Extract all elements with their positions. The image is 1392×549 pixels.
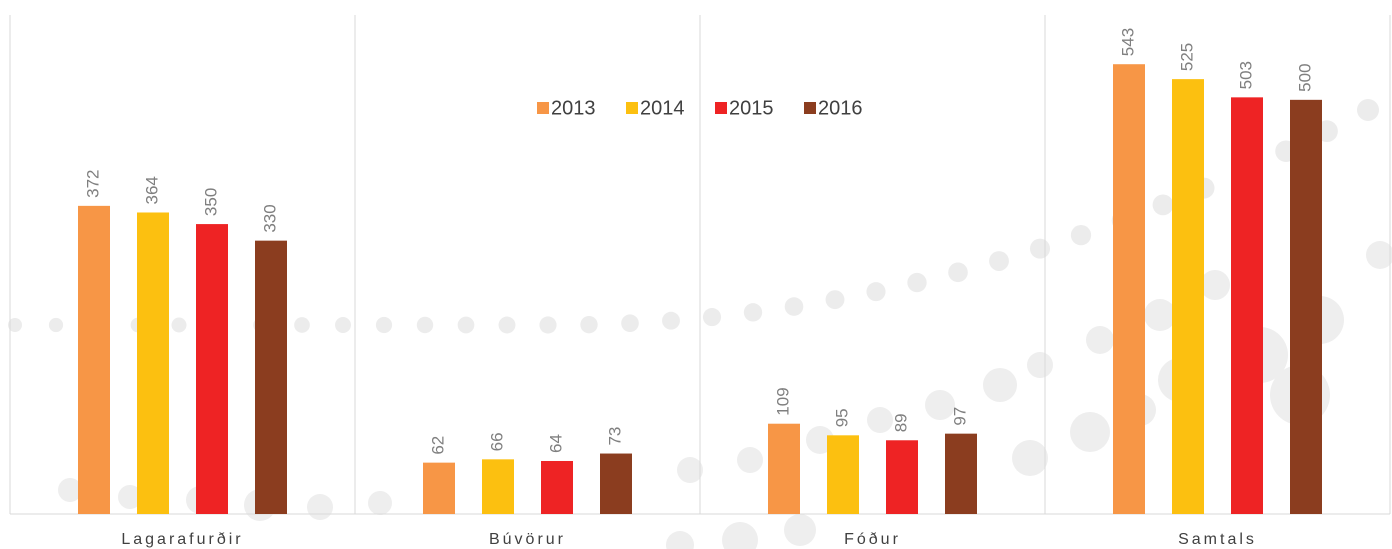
legend-swatch <box>626 102 638 114</box>
dot <box>118 485 142 509</box>
x-tick-label: Lagarafurðir <box>121 531 243 548</box>
dot <box>867 407 893 433</box>
dot <box>335 317 351 333</box>
bar <box>600 453 632 514</box>
dot <box>1070 224 1092 246</box>
legend-swatch <box>715 102 727 114</box>
bar <box>1113 64 1145 514</box>
dot <box>294 317 310 333</box>
dot <box>580 315 598 334</box>
data-label: 97 <box>950 407 969 426</box>
legend-swatch <box>537 102 549 114</box>
data-label: 73 <box>605 427 624 446</box>
dot <box>375 316 393 334</box>
dot <box>983 368 1017 402</box>
legend-label: 2013 <box>551 97 596 119</box>
data-label: 62 <box>428 436 447 455</box>
bar <box>482 459 514 514</box>
dot <box>1357 99 1379 121</box>
dot <box>743 303 763 322</box>
bar <box>886 440 918 514</box>
dot <box>368 491 392 515</box>
dot <box>1144 299 1176 331</box>
dot <box>948 262 968 283</box>
dot <box>539 316 557 334</box>
dot <box>662 311 680 330</box>
data-label: 64 <box>546 434 565 453</box>
dot <box>1012 440 1048 476</box>
bar <box>255 240 287 514</box>
data-label: 372 <box>83 169 102 197</box>
dot <box>784 297 804 316</box>
dot <box>48 317 64 333</box>
dot <box>1366 241 1392 269</box>
dot <box>1029 238 1051 259</box>
bar <box>541 460 573 514</box>
data-label: 95 <box>832 408 851 427</box>
dot <box>989 251 1009 271</box>
dot <box>1200 270 1230 300</box>
bar <box>945 433 977 514</box>
dot <box>825 290 845 310</box>
dot <box>171 317 187 333</box>
data-label: 500 <box>1295 63 1314 91</box>
dot <box>8 318 22 332</box>
bar <box>827 435 859 514</box>
x-tick-label: Fóður <box>844 531 901 548</box>
bar <box>423 462 455 514</box>
legend-label: 2014 <box>640 97 685 119</box>
dot <box>307 494 333 520</box>
dot <box>907 272 927 293</box>
dot <box>666 531 694 549</box>
data-label: 350 <box>201 188 220 216</box>
bar <box>137 212 169 514</box>
data-label: 109 <box>773 387 792 415</box>
dot <box>621 314 639 333</box>
dot <box>416 316 434 334</box>
data-label: 525 <box>1177 43 1196 71</box>
data-label: 66 <box>487 432 506 451</box>
dot <box>1086 326 1114 354</box>
x-tick-label: Búvörur <box>489 531 566 548</box>
bar <box>768 423 800 514</box>
data-label: 330 <box>260 204 279 232</box>
bar <box>1231 97 1263 515</box>
data-label: 543 <box>1118 28 1137 56</box>
dot <box>457 316 475 334</box>
dot <box>58 478 82 502</box>
dot <box>784 514 816 546</box>
dot <box>702 308 722 327</box>
dot <box>737 447 763 473</box>
dot <box>1152 194 1174 216</box>
legend-label: 2016 <box>818 97 863 119</box>
data-label: 89 <box>891 413 910 432</box>
dot <box>722 522 758 549</box>
legend-label: 2015 <box>729 97 774 119</box>
dot <box>1027 352 1053 378</box>
legend-swatch <box>804 102 816 114</box>
dot <box>925 390 955 420</box>
x-tick-label: Samtals <box>1178 531 1257 548</box>
data-label: 364 <box>142 176 161 204</box>
dot <box>677 457 703 483</box>
bar <box>1172 79 1204 514</box>
dot <box>1070 412 1110 452</box>
data-label: 503 <box>1236 61 1255 89</box>
bar <box>196 224 228 515</box>
dot <box>866 282 886 302</box>
bar <box>78 205 110 515</box>
bar <box>1290 99 1322 514</box>
dot <box>498 316 516 334</box>
